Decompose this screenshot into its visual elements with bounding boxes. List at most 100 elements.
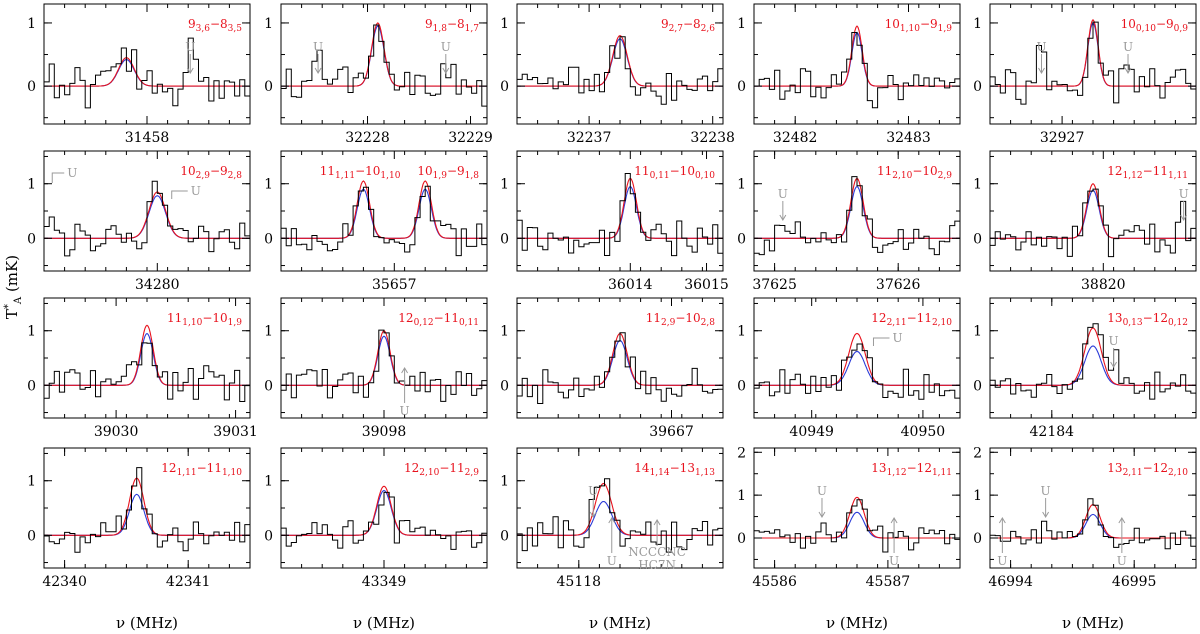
y-tick-label: 1 xyxy=(737,324,746,340)
model-curve-blue xyxy=(44,332,250,386)
transition-label: 120,12−110,11 xyxy=(398,311,479,328)
transition-label: 122,10−112,9 xyxy=(404,461,479,478)
transition-label: 121,11−111,10 xyxy=(161,461,242,478)
spectrum-panel-5: 0 1 32927 100,10−90,9 U U xyxy=(973,3,1197,146)
x-axis-title: ν (MHz) xyxy=(589,614,651,632)
y-tick-label: 0 xyxy=(264,528,273,544)
y-tick-label: 1 xyxy=(500,16,509,32)
model-curve-blue xyxy=(990,513,1196,539)
x-tick-label: 42341 xyxy=(166,574,211,590)
x-tick-label: 42340 xyxy=(42,574,87,590)
species-arrowhead xyxy=(653,519,661,526)
unidentified-marker: U xyxy=(171,184,201,199)
y-tick-label: 1 xyxy=(264,177,273,193)
y-tick-label: 0 xyxy=(737,79,746,95)
observed-spectrum xyxy=(281,185,487,257)
x-tick-label: 35657 xyxy=(372,277,417,293)
transition-label: 130,13−120,12 xyxy=(1107,311,1188,328)
observed-spectrum xyxy=(754,32,960,109)
spectrum-panel-14: 0 1 40949 40950 122,11−112,10 U xyxy=(737,297,961,440)
y-tick-label: 0 xyxy=(27,231,36,247)
y-tick-label: 1 xyxy=(27,474,36,490)
x-axis-title: ν (MHz) xyxy=(116,614,178,632)
model-curve-red xyxy=(44,477,250,536)
y-tick-label: 1 xyxy=(500,324,509,340)
x-tick-label: 36014 xyxy=(608,277,653,293)
y-tick-label: 0 xyxy=(27,79,36,95)
svg-text:U: U xyxy=(400,404,410,418)
observed-spectrum xyxy=(754,499,960,553)
y-tick-label: 0 xyxy=(737,378,746,394)
x-tick-label: 34280 xyxy=(135,277,180,293)
x-tick-label: 42184 xyxy=(1030,424,1075,440)
spectrum-panel-1: 0 1 31458 93,6−83,5 U xyxy=(27,3,251,146)
x-tick-label: 32483 xyxy=(886,130,931,146)
y-axis-title-sup: * xyxy=(3,304,14,309)
model-curve-red xyxy=(990,504,1196,539)
x-tick-label: 32482 xyxy=(773,130,818,146)
x-tick-label: 32229 xyxy=(448,130,493,146)
transition-label: 132,11−122,10 xyxy=(1107,461,1188,478)
observed-spectrum xyxy=(281,24,487,107)
unidentified-marker: U xyxy=(817,484,827,518)
y-tick-label: 0 xyxy=(27,378,36,394)
x-tick-label: 39098 xyxy=(362,424,407,440)
unidentified-marker: U xyxy=(51,166,77,183)
transition-label: 92,7−82,6 xyxy=(661,17,715,34)
x-tick-label: 36015 xyxy=(684,277,729,293)
model-curve-blue xyxy=(990,189,1196,239)
y-tick-label: 1 xyxy=(737,488,746,504)
observed-spectrum xyxy=(281,491,487,550)
y-tick-label: 1 xyxy=(737,177,746,193)
transition-label: 93,6−83,5 xyxy=(188,17,242,34)
unidentified-marker: U xyxy=(313,40,323,74)
svg-text:U: U xyxy=(1179,187,1189,201)
observed-spectrum xyxy=(517,478,723,553)
transition-label: 122,11−112,10 xyxy=(871,311,952,328)
svg-text:U: U xyxy=(1123,40,1133,54)
y-tick-label: 1 xyxy=(973,488,982,504)
svg-text:U: U xyxy=(67,166,77,180)
spectrum-panel-7: 0 1 35657 111,11−101,10 101,9−91,8 xyxy=(264,150,488,293)
svg-text:U: U xyxy=(607,554,617,568)
transition-label: 112,10−102,9 xyxy=(877,164,952,181)
transition-label: 110,11−100,10 xyxy=(634,164,715,181)
model-curve-red xyxy=(281,485,487,536)
y-tick-label: 0 xyxy=(973,378,982,394)
unidentified-marker: U xyxy=(588,484,598,518)
species-label: HC7N xyxy=(638,558,676,572)
x-axis-title: ν (MHz) xyxy=(826,614,888,632)
x-tick-label: 38820 xyxy=(1081,277,1126,293)
observed-spectrum xyxy=(517,173,723,257)
y-tick-label: 0 xyxy=(500,528,509,544)
y-tick-label: 1 xyxy=(264,474,273,490)
spectrum-panel-8: 0 1 36014 36015 110,11−100,10 xyxy=(500,150,729,293)
x-tick-label: 46995 xyxy=(1112,574,1157,590)
svg-text:U: U xyxy=(1117,554,1127,568)
transition-label: 131,12−121,11 xyxy=(871,461,952,478)
y-tick-label: 0 xyxy=(500,231,509,247)
y-tick-label: 0 xyxy=(973,79,982,95)
y-tick-label: 1 xyxy=(264,324,273,340)
x-axis-title: ν (MHz) xyxy=(353,614,415,632)
x-tick-label: 39031 xyxy=(213,424,258,440)
x-axis-titles: ν (MHz) ν (MHz) ν (MHz) ν (MHz) ν (MHz) xyxy=(116,614,1124,632)
spectrum-panel-9: 0 1 37625 37626 112,10−102,9 U xyxy=(737,150,961,293)
x-tick-label: 40949 xyxy=(789,424,834,440)
unidentified-marker: U xyxy=(872,331,903,346)
svg-text:U: U xyxy=(778,187,788,201)
observed-spectrum xyxy=(990,323,1196,400)
x-tick-label: 39030 xyxy=(94,424,139,440)
unidentified-marker: U xyxy=(1179,187,1189,221)
observed-spectrum xyxy=(281,329,487,402)
observed-spectrum xyxy=(754,343,960,400)
model-curve-red xyxy=(990,182,1196,239)
x-tick-label: 45587 xyxy=(866,574,911,590)
unidentified-marker: U xyxy=(778,187,788,221)
unidentified-marker: U xyxy=(400,367,410,418)
spectrum-panel-10: 0 1 38820 121,12−111,11 U xyxy=(973,150,1197,293)
model-curve-blue xyxy=(754,511,960,539)
observed-spectrum xyxy=(990,21,1196,105)
model-curve-red xyxy=(44,324,250,386)
